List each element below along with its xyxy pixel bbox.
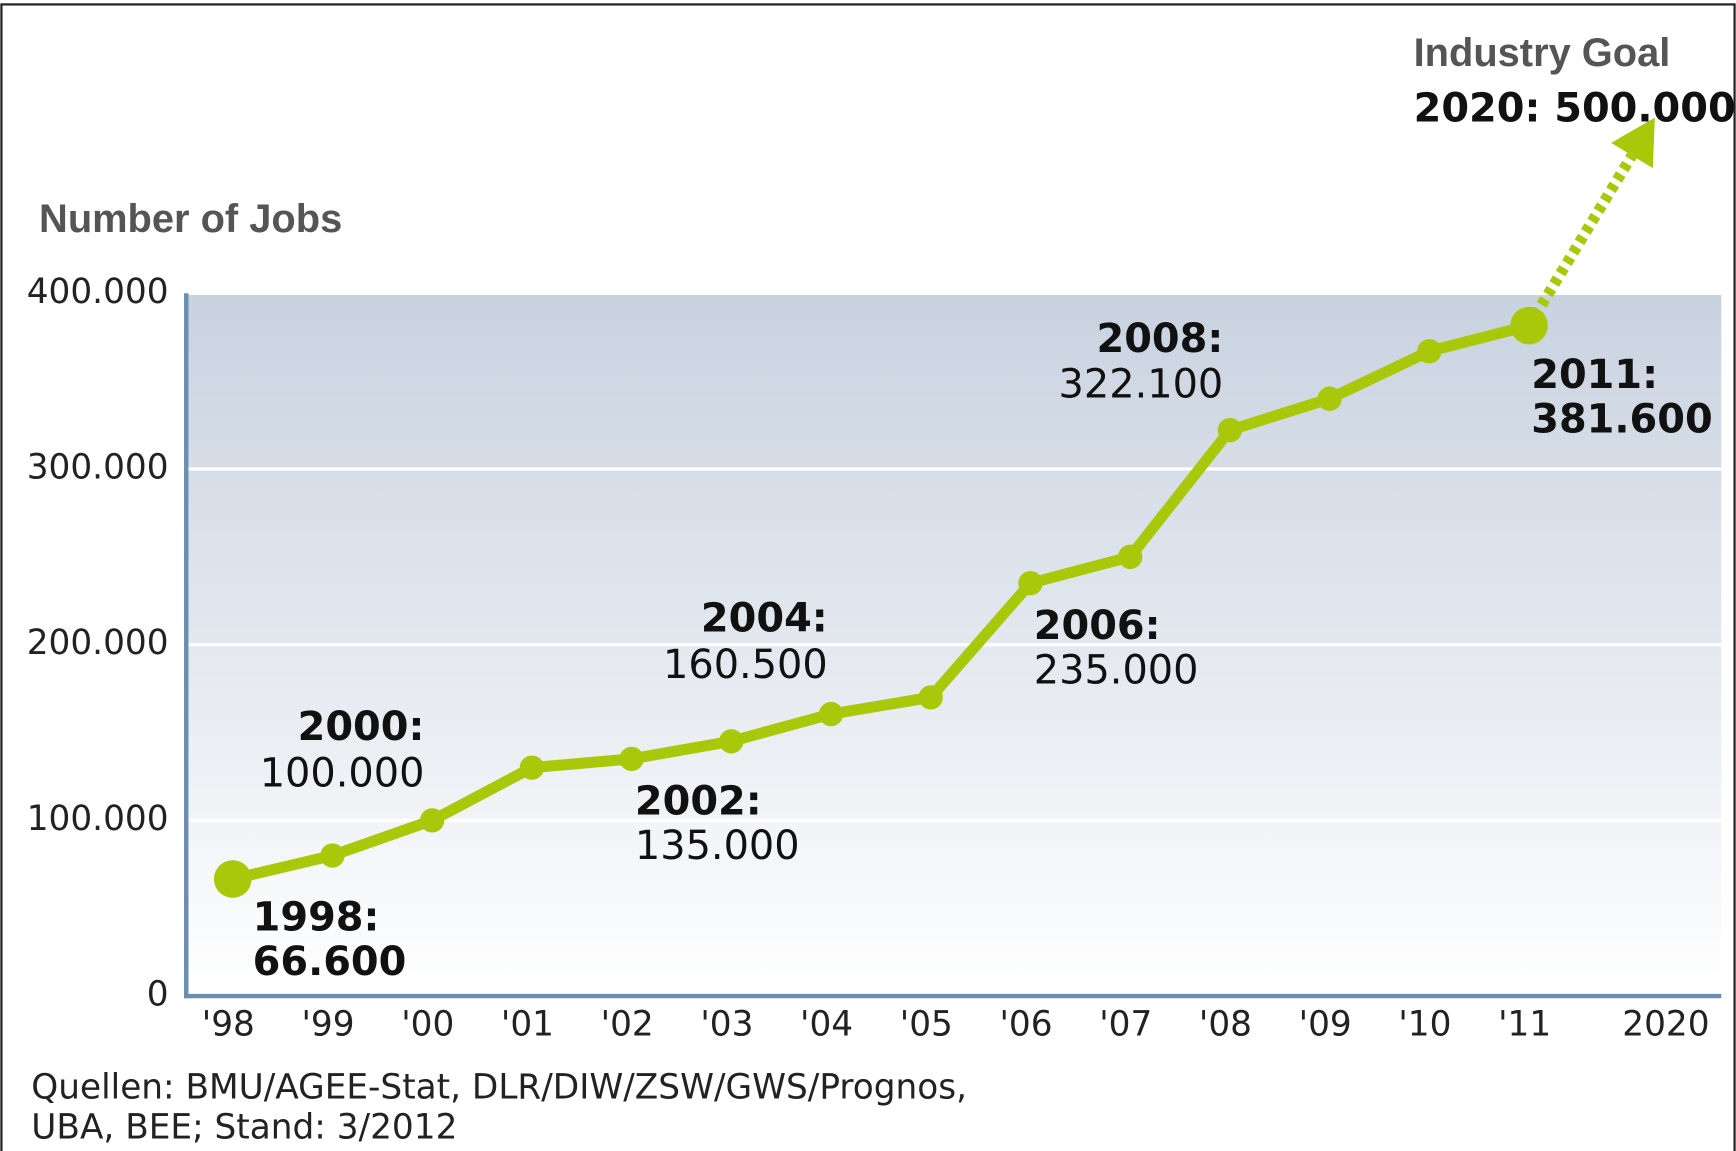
point bbox=[918, 685, 943, 710]
point bbox=[1018, 571, 1043, 596]
point bbox=[619, 746, 644, 772]
value-label: 135.000 bbox=[635, 823, 800, 869]
frame bbox=[0, 3, 1736, 1151]
dashed-line bbox=[1524, 152, 1637, 329]
point-title: 2006: bbox=[1034, 603, 1161, 649]
x-tick-label: 2020 bbox=[1622, 1004, 1709, 1044]
y-tick-label: 400.000 bbox=[27, 272, 169, 312]
x-tick-label: '04 bbox=[800, 1004, 853, 1044]
y-tick-label: 100.000 bbox=[27, 799, 169, 839]
x-tick-label: '11 bbox=[1498, 1004, 1551, 1044]
point bbox=[419, 808, 445, 833]
point bbox=[320, 843, 345, 868]
value-label: 66.600 bbox=[253, 939, 407, 985]
point-title: 2008: bbox=[1096, 316, 1223, 362]
x-tick-label: '06 bbox=[1000, 1004, 1053, 1044]
line bbox=[231, 320, 1531, 885]
x-tick-label: '05 bbox=[900, 1004, 953, 1044]
point bbox=[1510, 306, 1548, 345]
point bbox=[818, 701, 844, 727]
x-tick-label: '09 bbox=[1299, 1004, 1352, 1044]
x-tick-label: '08 bbox=[1199, 1004, 1252, 1044]
point-title: 1998: bbox=[253, 894, 380, 940]
goal-label: 2020: 500.000 bbox=[1414, 85, 1736, 131]
y-tick-label: 200.000 bbox=[27, 623, 169, 663]
point bbox=[719, 729, 744, 754]
value-label: 160.500 bbox=[663, 642, 828, 688]
x-tick-label: '07 bbox=[1099, 1004, 1152, 1044]
y-tick-label: 0 bbox=[147, 975, 169, 1015]
chart-title: Number of Jobs bbox=[39, 197, 342, 241]
point-title: 2020: bbox=[1414, 85, 1541, 131]
point-title: 2002: bbox=[635, 779, 762, 825]
annotation: Industry Goal bbox=[1414, 31, 1671, 75]
y-tick-label: 300.000 bbox=[27, 447, 169, 487]
x-tick-label: '99 bbox=[301, 1004, 354, 1044]
x-tick-label: '10 bbox=[1398, 1004, 1451, 1044]
point bbox=[1118, 544, 1143, 569]
value-label: 500.000 bbox=[1554, 85, 1735, 131]
arrow-head bbox=[1611, 117, 1655, 169]
point-title: 2004: bbox=[701, 596, 828, 642]
point bbox=[1217, 417, 1243, 443]
x-tick-label: '01 bbox=[501, 1004, 554, 1044]
point bbox=[213, 860, 252, 898]
value-label: 381.600 bbox=[1531, 396, 1712, 442]
x-tick-label: '00 bbox=[401, 1004, 454, 1044]
x-tick-label: '03 bbox=[700, 1004, 753, 1044]
value-label: 235.000 bbox=[1034, 647, 1199, 693]
source: Quellen: BMU/AGEE-Stat, DLR/DIW/ZSW/GWS/… bbox=[31, 1068, 967, 1108]
value-label: 100.000 bbox=[260, 751, 425, 797]
point-title: 2011: bbox=[1531, 352, 1658, 398]
point bbox=[1317, 386, 1342, 411]
x-tick-label: '02 bbox=[601, 1004, 654, 1044]
value-label: 322.100 bbox=[1059, 361, 1224, 407]
point bbox=[1417, 339, 1442, 364]
point bbox=[519, 755, 545, 780]
source: UBA, BEE; Stand: 3/2012 bbox=[31, 1107, 457, 1147]
point-title: 2000: bbox=[298, 704, 425, 750]
x-tick-label: '98 bbox=[202, 1004, 255, 1044]
